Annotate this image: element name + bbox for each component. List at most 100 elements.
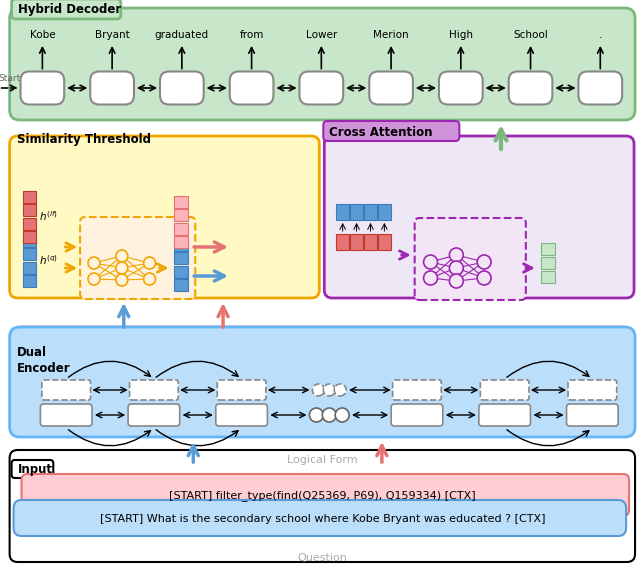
Circle shape [477,271,491,285]
FancyBboxPatch shape [479,404,531,426]
FancyBboxPatch shape [481,380,529,400]
Bar [541,257,555,269]
Text: Merion: Merion [373,30,409,40]
Bar [350,204,363,220]
FancyBboxPatch shape [129,380,178,400]
FancyBboxPatch shape [391,404,443,426]
FancyBboxPatch shape [160,71,204,104]
Bar [541,271,555,283]
Text: [START] What is the secondary school where Kobe Bryant was educated ? [CTX]: [START] What is the secondary school whe… [100,514,545,524]
Bar [175,252,188,264]
Bar [364,204,377,220]
Bar [22,218,36,230]
Text: [START] filter_type(find(Q25369, P69), Q159334) [CTX]: [START] filter_type(find(Q25369, P69), Q… [169,491,476,502]
FancyBboxPatch shape [42,380,90,400]
Circle shape [335,408,349,422]
Bar [175,266,188,278]
Circle shape [424,271,438,285]
Bar [22,275,36,287]
Circle shape [309,408,323,422]
FancyBboxPatch shape [20,71,64,104]
FancyBboxPatch shape [324,136,634,298]
Text: Logical Form: Logical Form [287,455,358,465]
FancyBboxPatch shape [12,0,121,19]
FancyBboxPatch shape [90,71,134,104]
FancyBboxPatch shape [10,8,635,120]
FancyBboxPatch shape [230,71,273,104]
Text: $h^{(q)}$: $h^{(q)}$ [40,253,58,267]
FancyBboxPatch shape [80,217,195,299]
FancyBboxPatch shape [128,404,180,426]
Bar [22,262,36,274]
Bar [336,204,349,220]
Bar [350,234,363,250]
Text: $h^{(lf)}$: $h^{(lf)}$ [40,209,58,223]
FancyBboxPatch shape [217,380,266,400]
Bar [175,196,188,207]
FancyBboxPatch shape [22,474,629,516]
Bar [175,209,188,221]
Text: Input: Input [17,463,52,477]
FancyBboxPatch shape [579,71,622,104]
Text: Kobe: Kobe [29,30,55,40]
Bar [378,234,391,250]
FancyBboxPatch shape [393,380,442,400]
Text: Hybrid Decoder: Hybrid Decoder [17,2,121,15]
Circle shape [334,384,346,396]
FancyBboxPatch shape [439,71,483,104]
Circle shape [449,274,463,288]
Bar [22,248,36,260]
FancyBboxPatch shape [10,327,635,437]
Circle shape [449,261,463,275]
Bar [22,190,36,202]
Circle shape [477,255,491,269]
Text: Cross Attention: Cross Attention [329,125,433,139]
FancyBboxPatch shape [415,218,526,300]
Circle shape [449,248,463,262]
Circle shape [424,255,438,269]
Bar [378,204,391,220]
Text: Lower: Lower [306,30,337,40]
Bar [175,238,188,250]
Text: School: School [513,30,548,40]
Text: Question: Question [298,553,348,563]
Bar [336,234,349,250]
FancyBboxPatch shape [300,71,343,104]
Text: Dual
Encoder: Dual Encoder [17,345,70,374]
FancyBboxPatch shape [15,327,630,422]
Bar [175,279,188,291]
Circle shape [323,384,335,396]
Bar [175,222,188,234]
FancyBboxPatch shape [10,136,319,298]
FancyBboxPatch shape [568,380,617,400]
Bar [22,204,36,216]
Circle shape [323,408,336,422]
FancyBboxPatch shape [509,71,552,104]
Text: Bryant: Bryant [95,30,129,40]
FancyBboxPatch shape [323,121,460,141]
FancyBboxPatch shape [12,460,53,478]
Text: High: High [449,30,473,40]
Bar [22,234,36,246]
Circle shape [116,250,128,262]
Circle shape [312,384,324,396]
Bar [364,234,377,250]
Circle shape [143,257,156,269]
Circle shape [116,262,128,274]
Circle shape [116,274,128,286]
Bar [175,236,188,248]
Text: from: from [239,30,264,40]
FancyBboxPatch shape [216,404,268,426]
Text: Similarity Threshold: Similarity Threshold [17,133,150,146]
Circle shape [88,273,100,285]
Text: graduated: graduated [155,30,209,40]
Circle shape [143,273,156,285]
Text: .: . [598,30,602,40]
Bar [22,231,36,243]
Text: Start: Start [0,74,21,83]
FancyBboxPatch shape [13,500,626,536]
FancyBboxPatch shape [10,450,635,562]
Circle shape [88,257,100,269]
Bar [541,243,555,255]
FancyBboxPatch shape [40,404,92,426]
